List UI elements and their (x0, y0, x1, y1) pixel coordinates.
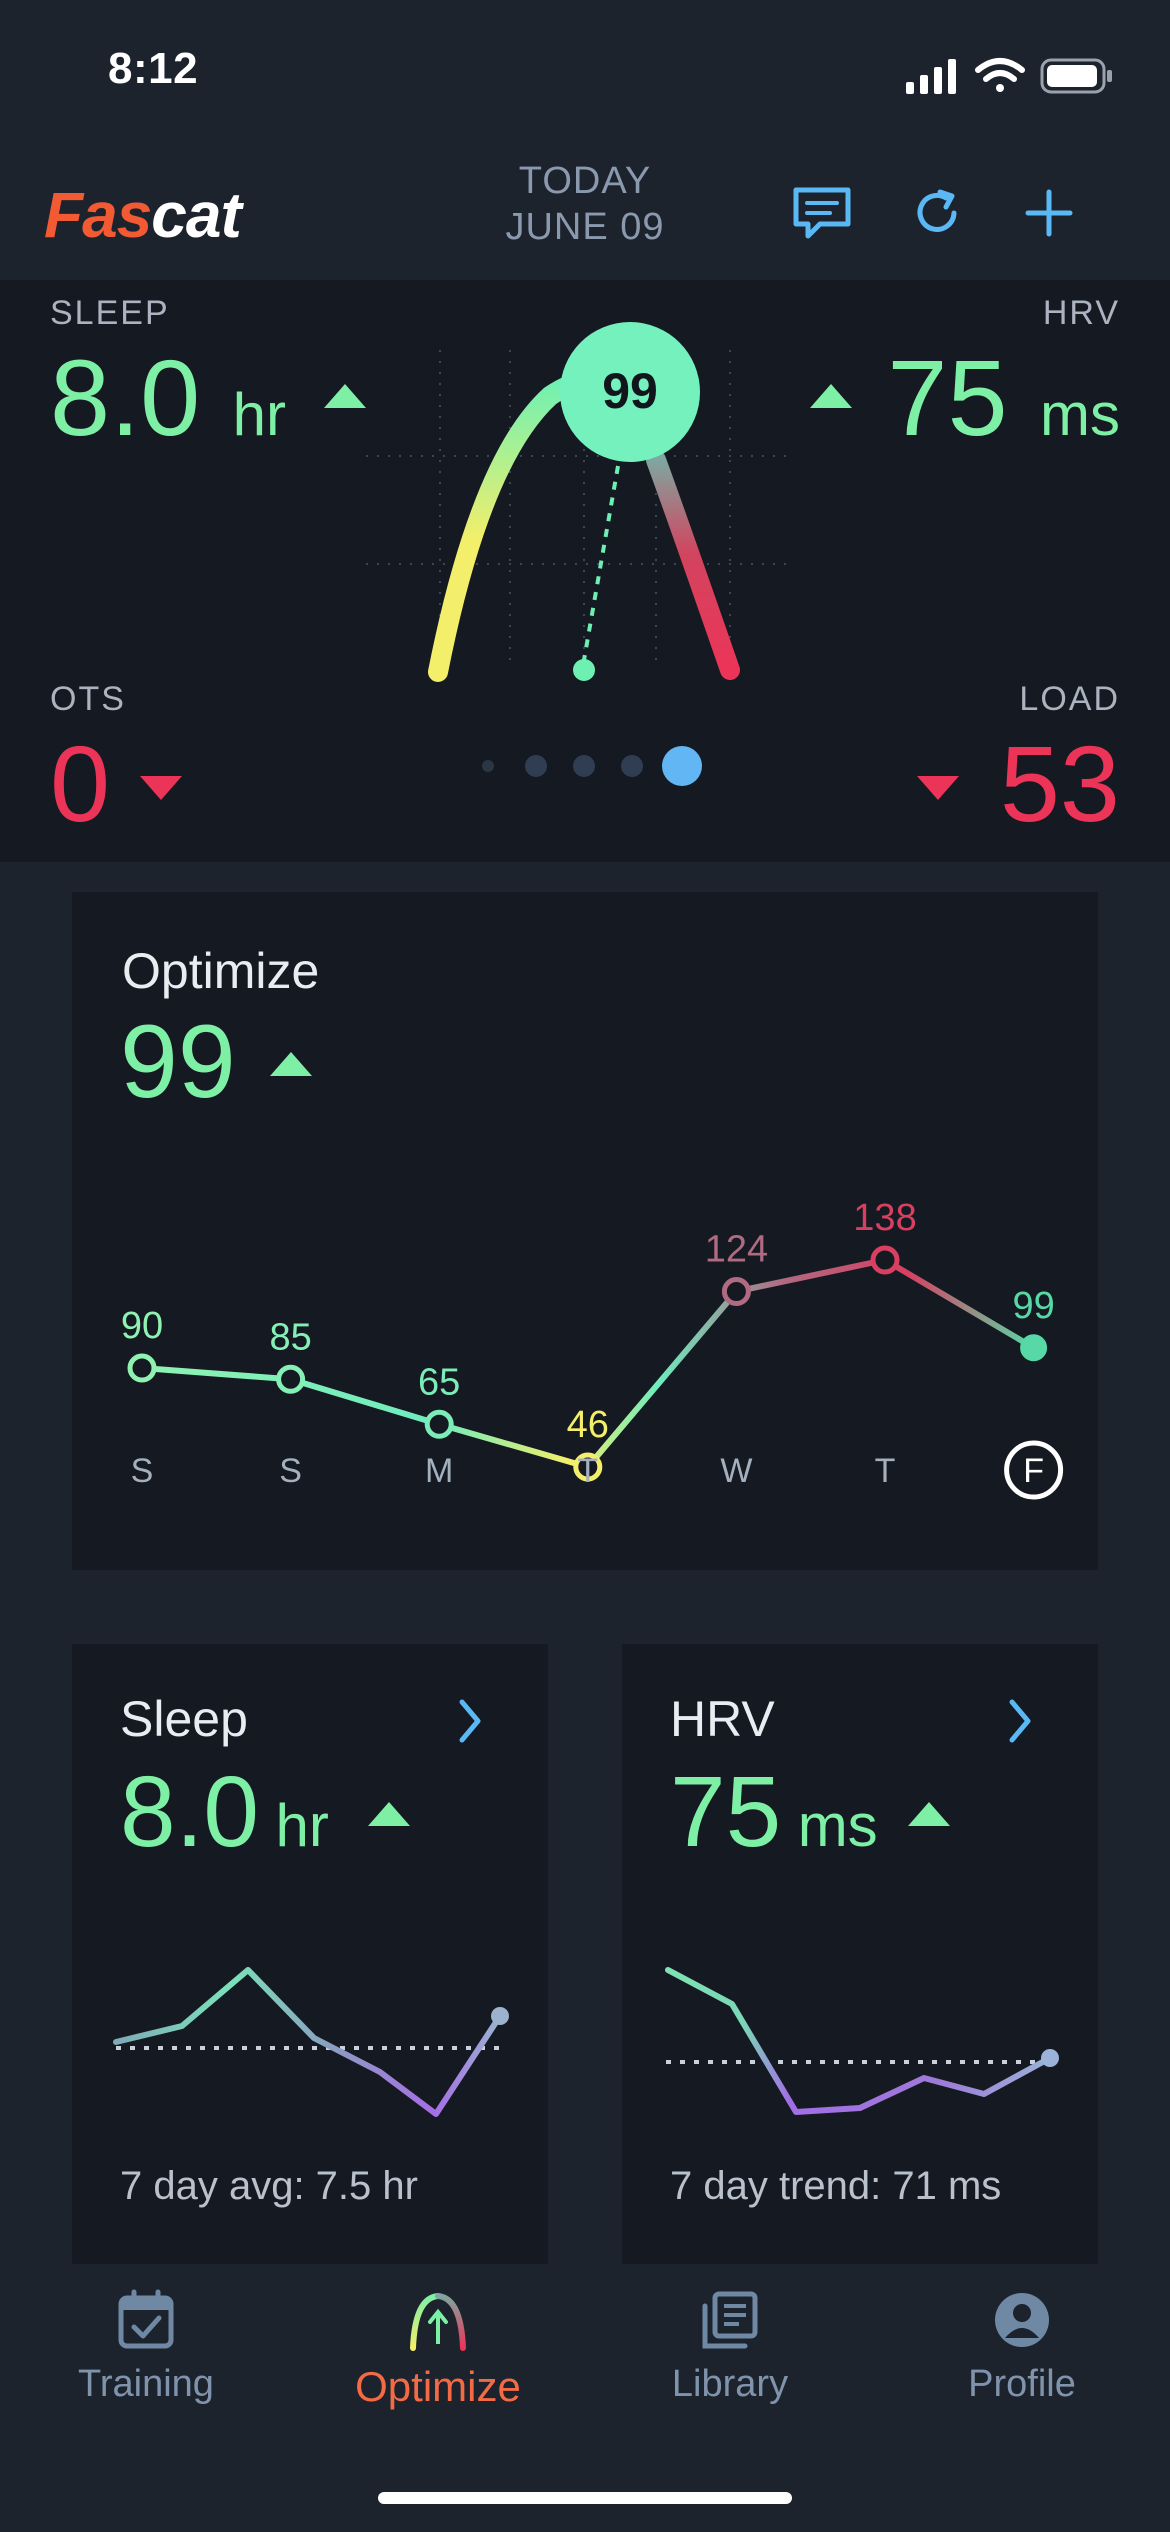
gauge-score: 99 (602, 363, 658, 419)
hrv-trend-up-icon (810, 384, 852, 408)
load-label: LOAD (1019, 680, 1120, 718)
optimize-day-label: F (1023, 1452, 1044, 1490)
home-indicator[interactable] (378, 2492, 792, 2504)
fascat-logo: Fascat (44, 179, 242, 251)
status-icons (906, 58, 1112, 94)
hrv-sparkline (665, 1967, 1059, 2115)
sleep-card-title: Sleep (120, 1691, 248, 1747)
sleep-card-unit: hr (275, 1792, 329, 1859)
tab-profile-label: Profile (968, 2363, 1076, 2405)
tab-training[interactable]: Training (36, 2288, 256, 2406)
ots-label: OTS (50, 680, 126, 718)
optimize-value-label: 90 (121, 1305, 163, 1347)
hrv-label: HRV (1042, 294, 1120, 332)
signal-icon (906, 59, 956, 94)
hrv-metric[interactable]: 75 ms (887, 344, 1120, 452)
load-value[interactable]: 53 (999, 723, 1120, 844)
optimize-data-point[interactable] (424, 1409, 454, 1439)
sleep-card-value: 8.0 (120, 1756, 260, 1868)
readiness-gauge[interactable]: 99 (360, 320, 800, 690)
hrv-card-trend-up-icon (908, 1802, 950, 1826)
hrv-card-unit: ms (797, 1792, 878, 1859)
sleep-sparkline (113, 1967, 509, 2117)
profile-icon (995, 2293, 1049, 2347)
battery-icon (1040, 58, 1112, 94)
sleep-value: 8.0 (50, 337, 201, 458)
optimize-value: 99 (120, 1004, 236, 1120)
optimize-day-label: S (131, 1452, 154, 1490)
optimize-value-label: 85 (269, 1316, 311, 1358)
optimize-week-chart[interactable]: 90 85 65 46 124 138 99 S S M T W T F (72, 1130, 1098, 1550)
date-value: JUNE 09 (505, 206, 665, 248)
optimize-value-label: 138 (853, 1197, 916, 1239)
load-trend-down-icon (917, 776, 959, 800)
tab-profile[interactable]: Profile (912, 2288, 1132, 2406)
ots-trend-down-icon (140, 776, 182, 800)
wifi-icon (975, 58, 1025, 92)
gauge-grid (366, 350, 794, 660)
hrv-card-value: 75 (670, 1756, 782, 1868)
today-marker (1004, 1440, 1064, 1500)
hrv-value: 75 (887, 337, 1008, 458)
hrv-unit: ms (1040, 381, 1120, 448)
optimize-data-point[interactable] (721, 1277, 751, 1306)
optimize-day-label: T (577, 1452, 598, 1490)
optimize-trend-up-icon (270, 1052, 312, 1076)
page-indicator[interactable] (470, 744, 710, 788)
sleep-card-footer: 7 day avg: 7.5 hr (120, 2164, 418, 2208)
optimize-data-point[interactable] (276, 1364, 306, 1394)
status-time: 8:12 (108, 44, 199, 93)
calendar-check-icon (118, 2289, 174, 2349)
optimize-value-label: 124 (705, 1229, 768, 1271)
hrv-card-title: HRV (670, 1691, 775, 1747)
optimize-title: Optimize (122, 943, 320, 999)
date-display[interactable]: TODAY JUNE 09 (440, 158, 730, 250)
tab-library[interactable]: Library (620, 2288, 840, 2406)
sleep-chevron-right-icon[interactable] (456, 1696, 486, 1746)
optimize-data-point[interactable] (127, 1353, 157, 1383)
optimize-data-point[interactable] (573, 1452, 603, 1482)
optimize-data-point[interactable] (870, 1245, 900, 1275)
optimize-day-label: W (720, 1452, 752, 1490)
sleep-trend-up-icon (324, 384, 366, 408)
hrv-card[interactable] (622, 1644, 1098, 2264)
date-today-label: TODAY (518, 160, 652, 202)
hrv-chevron-right-icon[interactable] (1006, 1696, 1036, 1746)
optimize-data-point[interactable] (1020, 1334, 1048, 1362)
optimize-day-label: S (279, 1452, 302, 1490)
hrv-card-footer: 7 day trend: 71 ms (670, 2164, 1002, 2208)
sleep-metric[interactable]: 8.0 hr (50, 344, 286, 452)
optimize-day-label: T (875, 1452, 896, 1490)
refresh-icon[interactable] (910, 186, 964, 240)
sleep-label: SLEEP (50, 294, 170, 332)
optimize-value-label: 99 (1012, 1285, 1054, 1327)
tab-optimize-label: Optimize (355, 2363, 521, 2410)
gauge-needle (582, 465, 620, 661)
library-icon (702, 2291, 758, 2349)
tab-library-label: Library (671, 2363, 789, 2405)
sleep-card-trend-up-icon (368, 1802, 410, 1826)
message-icon[interactable] (790, 184, 854, 242)
hrv-card-metric: 75 ms (670, 1762, 878, 1862)
sleep-card-metric: 8.0 hr (120, 1762, 329, 1862)
optimize-value-label: 46 (567, 1404, 609, 1446)
sleep-card[interactable] (72, 1644, 548, 2264)
sleep-unit: hr (232, 381, 286, 448)
ots-value[interactable]: 0 (50, 723, 111, 844)
add-icon[interactable] (1022, 186, 1076, 240)
optimize-day-label: M (425, 1452, 453, 1490)
tab-training-label: Training (78, 2363, 214, 2405)
optimize-arch-icon (410, 2293, 466, 2351)
gauge-right-arc (646, 450, 740, 680)
tab-optimize[interactable]: Optimize (328, 2288, 548, 2411)
optimize-value-label: 65 (418, 1361, 460, 1403)
